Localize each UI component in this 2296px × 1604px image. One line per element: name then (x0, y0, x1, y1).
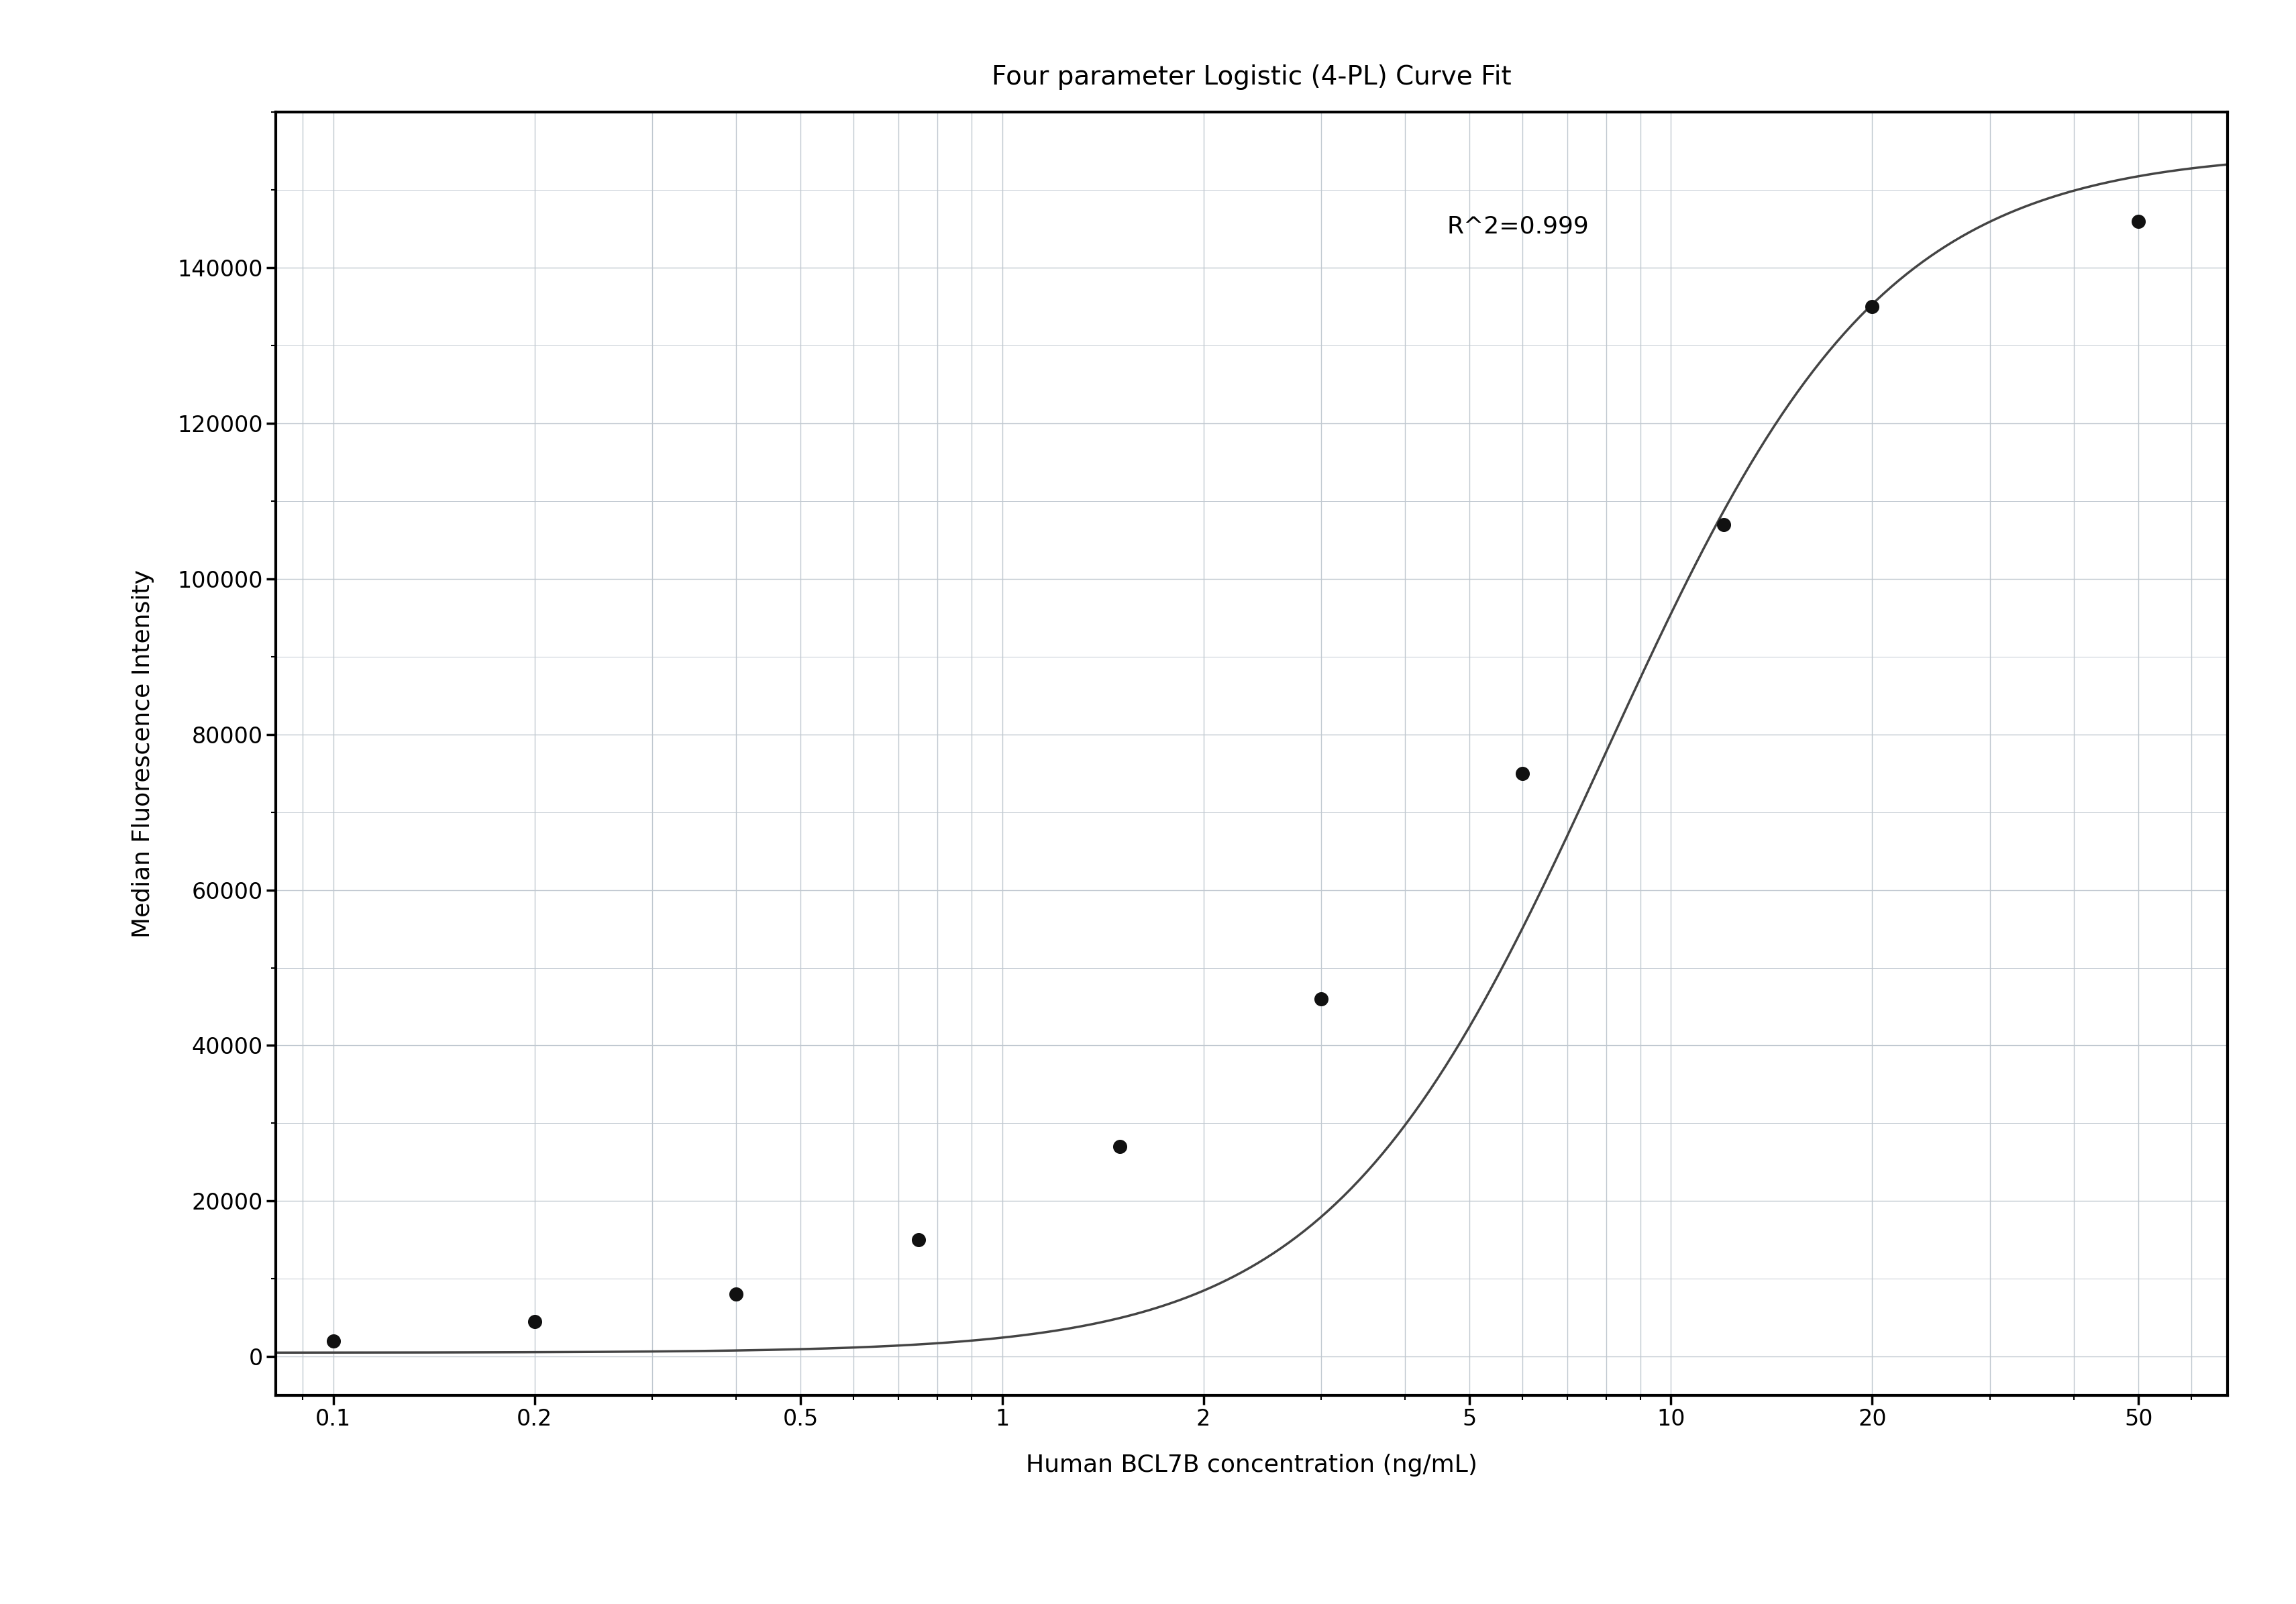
X-axis label: Human BCL7B concentration (ng/mL): Human BCL7B concentration (ng/mL) (1026, 1453, 1476, 1476)
Text: R^2=0.999: R^2=0.999 (1446, 215, 1589, 237)
Point (1706, 512, 1743, 537)
Y-axis label: Median Fluorescence Intensity: Median Fluorescence Intensity (131, 569, 154, 938)
Point (900, 1227, 937, 1253)
Point (2119, 209, 2156, 234)
Point (1302, 986, 1339, 1012)
Point (315, 1328, 351, 1354)
Title: Four parameter Logistic (4-PL) Curve Fit: Four parameter Logistic (4-PL) Curve Fit (992, 64, 1511, 90)
Point (716, 1282, 753, 1307)
Point (517, 1309, 553, 1335)
Point (1853, 294, 1890, 319)
Point (1102, 1134, 1139, 1160)
Point (1504, 760, 1541, 786)
